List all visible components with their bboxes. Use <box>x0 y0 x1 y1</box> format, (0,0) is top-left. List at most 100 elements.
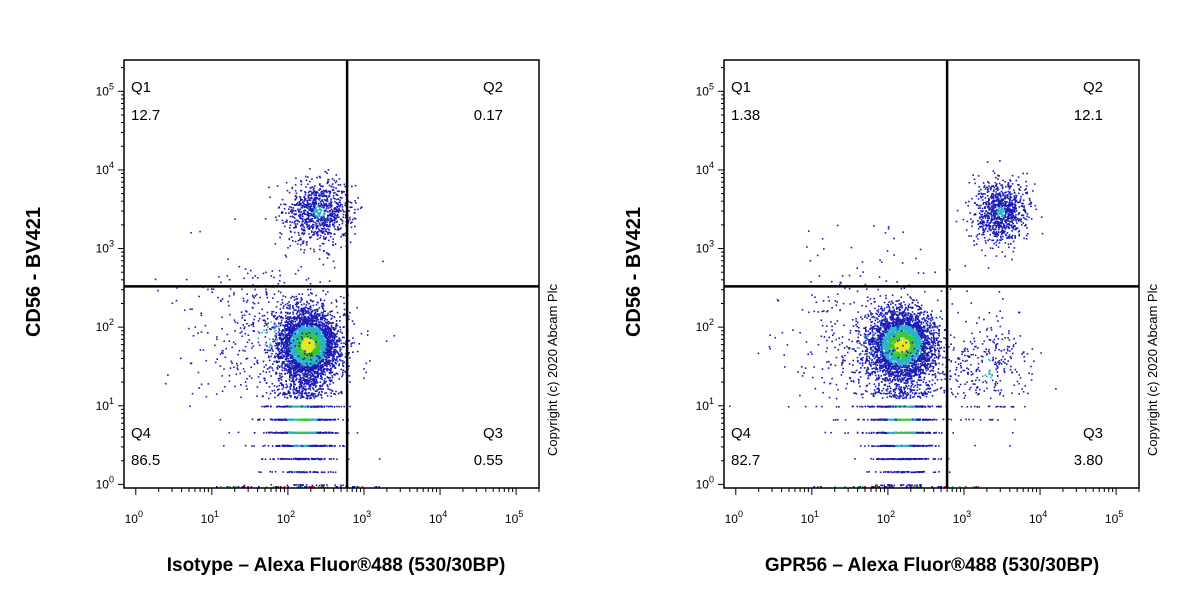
event-dot <box>306 199 308 202</box>
event-dot <box>301 330 304 333</box>
event-dot <box>330 331 333 334</box>
event-dot <box>306 321 308 323</box>
event-dot <box>333 210 336 213</box>
event-dot <box>354 218 357 220</box>
event-dot <box>319 183 321 185</box>
event-dot <box>314 393 316 395</box>
event-dot <box>323 314 325 317</box>
event-dot <box>296 348 298 350</box>
event-dot <box>319 360 321 363</box>
event-dot <box>308 361 310 364</box>
event-dot <box>318 314 320 316</box>
event-dot <box>311 348 314 350</box>
event-dot <box>340 210 342 212</box>
event-dot <box>326 191 328 194</box>
event-dot <box>357 197 359 199</box>
event-dot <box>320 372 323 374</box>
event-dot <box>310 196 313 199</box>
event-dot <box>304 320 307 323</box>
event-dot <box>303 196 306 198</box>
event-dot <box>315 202 317 205</box>
event-dot <box>348 340 350 342</box>
event-dot <box>309 319 312 322</box>
event-dot <box>304 194 307 196</box>
event-dot <box>326 326 329 329</box>
event-dot <box>307 370 310 372</box>
event-dot <box>335 350 338 352</box>
event-dot <box>330 217 333 220</box>
event-dot <box>306 342 308 344</box>
event-dot <box>321 316 324 318</box>
event-dot <box>295 346 297 348</box>
event-dot <box>299 370 302 373</box>
event-dot <box>317 333 320 335</box>
event-dot <box>358 343 361 345</box>
event-dot <box>295 339 298 342</box>
event-dot <box>306 337 308 340</box>
event-dot <box>310 327 313 330</box>
event-dot <box>284 364 287 367</box>
event-dot <box>278 206 280 208</box>
event-dot <box>289 369 292 371</box>
event-dot <box>316 210 319 212</box>
event-dot <box>302 331 304 334</box>
event-dot <box>323 205 326 207</box>
event-dot <box>305 219 308 221</box>
event-dot <box>291 335 293 338</box>
event-dot <box>326 365 328 368</box>
event-dot <box>302 342 305 345</box>
event-dot <box>297 210 300 212</box>
event-dot <box>322 213 325 216</box>
event-dot <box>303 318 305 321</box>
event-dot <box>282 335 284 337</box>
event-dot <box>300 203 302 205</box>
event-dot <box>320 206 323 209</box>
event-dot <box>318 330 320 332</box>
event-dot <box>338 178 341 180</box>
event-dot <box>287 316 289 318</box>
event-dot <box>303 251 305 254</box>
event-dot <box>317 198 320 200</box>
event-dot <box>319 245 321 247</box>
event-dot <box>316 346 318 349</box>
event-dot <box>308 205 310 208</box>
event-dot <box>317 351 319 354</box>
event-dot <box>304 213 306 215</box>
event-dot <box>359 207 362 209</box>
event-dot <box>332 346 334 349</box>
event-dot <box>309 327 312 329</box>
event-dot <box>326 216 329 219</box>
event-dot <box>317 217 319 220</box>
event-dot <box>300 303 303 306</box>
event-dot <box>326 172 328 174</box>
event-dot <box>312 383 314 385</box>
event-dot <box>329 372 331 375</box>
event-dot <box>326 214 329 217</box>
event-dot <box>326 224 329 227</box>
event-dot <box>322 355 325 358</box>
event-dot <box>303 341 306 344</box>
event-dot <box>310 236 313 238</box>
event-dot <box>313 352 316 354</box>
event-dot <box>314 353 316 355</box>
plot-left-x-tick-label: 105 <box>505 509 523 526</box>
event-dot <box>308 397 311 400</box>
event-dot <box>304 316 307 318</box>
event-dot <box>301 342 304 344</box>
event-dot <box>320 368 323 370</box>
event-dot <box>279 337 281 340</box>
event-dot <box>281 330 283 333</box>
event-dot <box>317 367 320 370</box>
event-dot <box>292 328 294 330</box>
event-dot <box>289 334 291 336</box>
event-dot <box>312 356 315 359</box>
event-dot <box>322 212 325 215</box>
event-dot <box>321 359 324 361</box>
event-dot <box>303 312 305 315</box>
event-dot <box>329 328 331 330</box>
event-dot <box>328 330 330 333</box>
event-dot <box>307 372 309 374</box>
event-dot <box>275 352 277 355</box>
event-dot <box>311 364 313 367</box>
event-dot <box>339 353 342 356</box>
